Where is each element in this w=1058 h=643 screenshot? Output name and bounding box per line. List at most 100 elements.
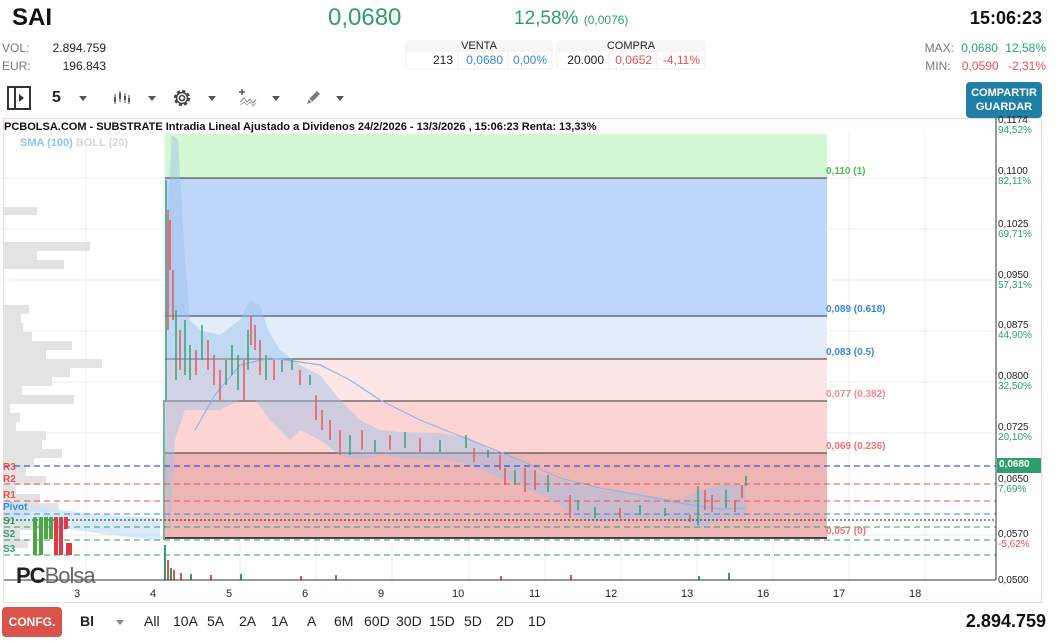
chart-type-value: Bl [80, 613, 94, 629]
pivot-label-pivot: Pivot [3, 502, 28, 513]
max-label: MAX: [924, 41, 954, 55]
ticker-symbol: SAI [12, 4, 53, 31]
pivot-label-s1: S1 [3, 516, 16, 527]
fib-label-1: 0,110 (1) [826, 166, 866, 177]
chevron-down-icon [208, 95, 216, 101]
sidebar-toggle-icon [7, 86, 31, 110]
x-tick: 17 [833, 588, 846, 600]
min-value: 0,0590 [961, 59, 999, 73]
change-percent: 12,58% [514, 8, 579, 29]
min-row: MIN: 0,0590 -2,31% [925, 59, 1046, 73]
range-10a[interactable]: 10A [173, 613, 198, 629]
y-tick-price: 0,0950 [998, 270, 1029, 281]
y-tick-pct: 44,90% [998, 330, 1032, 341]
range-1a[interactable]: 1A [271, 613, 289, 629]
volume-row: VOL: 2.894.759 [2, 41, 112, 55]
buy-price: 0,0652 [610, 52, 656, 68]
share-save-button[interactable]: COMPARTIR GUARDAR [966, 82, 1042, 118]
settings-button[interactable] [170, 84, 216, 112]
x-tick: 6 [302, 588, 309, 600]
euro-label: EUR: [2, 59, 31, 73]
y-tick-pct: 57,31% [998, 280, 1032, 291]
volume-value: 2.894.759 [52, 41, 106, 55]
candlestick-icon [114, 91, 130, 104]
range-15d[interactable]: 15D [429, 613, 455, 629]
drawing-tools-button[interactable] [304, 84, 344, 112]
pivot-label-r3: R3 [3, 462, 16, 473]
min-label: MIN: [925, 59, 951, 73]
pencil-icon [307, 91, 320, 104]
x-tick: 11 [529, 588, 541, 600]
config-button[interactable]: CONFG. [2, 607, 62, 637]
sidebar-toggle-button[interactable] [6, 84, 32, 112]
pivot-label-r2: R2 [3, 474, 16, 485]
candles [163, 180, 747, 540]
buy-box: COMPRA 20.000 0,0652 -4,11% [556, 40, 706, 70]
boll-legend[interactable]: BOLL (20) [75, 137, 129, 149]
range-2d[interactable]: 2D [496, 613, 514, 629]
y-tick-pct: 82,11% [998, 176, 1032, 187]
chart-type-select[interactable]: Bl [80, 613, 124, 629]
range-1d[interactable]: 1D [528, 613, 546, 629]
chevron-down-icon [78, 95, 87, 101]
save-label: GUARDAR [975, 101, 1033, 113]
y-tick-price: 0,0500 [998, 575, 1029, 586]
range-6m[interactable]: 6M [334, 613, 354, 629]
euro-value: 196.843 [62, 59, 106, 73]
price-change: 12,58% (0,0076) [514, 8, 628, 30]
range-60d[interactable]: 60D [364, 613, 390, 629]
euro-row: EUR: 196.843 [2, 59, 112, 73]
range-5a[interactable]: 5A [207, 613, 225, 629]
market-time: 15:06:23 [969, 8, 1042, 28]
watermark-pc: PC [16, 563, 46, 588]
fib-label-0236: 0,069 (0.236) [826, 441, 886, 452]
chart-type-button[interactable] [112, 84, 156, 112]
y-tick-price: 0,1174 [998, 115, 1028, 126]
pcbolsa-watermark: PCBolsa [16, 563, 96, 589]
sell-pct: 0,00% [509, 52, 551, 68]
chevron-down-icon [336, 95, 344, 101]
range-a[interactable]: A [307, 613, 317, 629]
max-row: MAX: 0,0680 12,58% [925, 41, 1046, 55]
max-value: 0,0680 [961, 41, 998, 55]
volume-total: 2.894.759 [965, 611, 1046, 631]
range-2a[interactable]: 2A [239, 613, 257, 629]
last-price: 0,0680 [328, 4, 402, 31]
pivot-label-r1: R1 [3, 490, 16, 501]
buy-header: COMPRA [606, 40, 656, 52]
y-tick-price: 0,1025 [998, 219, 1029, 230]
indicators-button[interactable] [238, 84, 280, 112]
y-tick-pct: 69,71% [998, 229, 1032, 240]
bottom-bar: CONFG. Bl All 10A 5A 2A 1A A 6M 60D 30D … [0, 605, 1058, 641]
range-30d[interactable]: 30D [396, 613, 422, 629]
max-pct: 12,58% [1005, 41, 1046, 55]
prior-day-candles [33, 517, 72, 555]
x-tick: 4 [150, 588, 157, 600]
sma-legend[interactable]: SMA (100) [20, 137, 73, 149]
interval-select[interactable]: 5 [52, 84, 87, 112]
range-all[interactable]: All [144, 613, 160, 629]
indicators-icon [239, 89, 257, 107]
x-tick: 18 [909, 588, 922, 600]
last-price-label: 0,0680 [999, 459, 1030, 470]
x-tick: 16 [757, 588, 770, 600]
y-tick-price: 0,0570 [998, 529, 1029, 540]
x-tick: 10 [452, 588, 465, 600]
pivot-lines [4, 465, 996, 556]
volume-label: VOL: [2, 41, 30, 55]
y-tick-price: 0,1100 [998, 166, 1028, 177]
price-chart[interactable] [0, 118, 1058, 604]
pivot-label-s2: S2 [3, 529, 16, 540]
chart-title: PCBOLSA.COM - SUBSTRATE Intradia Lineal … [4, 121, 597, 133]
y-tick-pct: 94,52% [998, 125, 1032, 136]
y-tick-price: 0,0650 [998, 474, 1029, 485]
y-tick-pct: 32,50% [998, 381, 1032, 392]
change-absolute: (0,0076) [583, 13, 629, 27]
range-5d[interactable]: 5D [464, 613, 482, 629]
sell-price: 0,0680 [459, 52, 507, 68]
interval-value: 5 [52, 89, 61, 106]
fib-label-0: 0,057 (0) [826, 526, 867, 537]
y-tick-pct: 7,69% [998, 484, 1027, 495]
watermark-bolsa: Bolsa [44, 563, 96, 588]
x-tick: 13 [681, 588, 694, 600]
